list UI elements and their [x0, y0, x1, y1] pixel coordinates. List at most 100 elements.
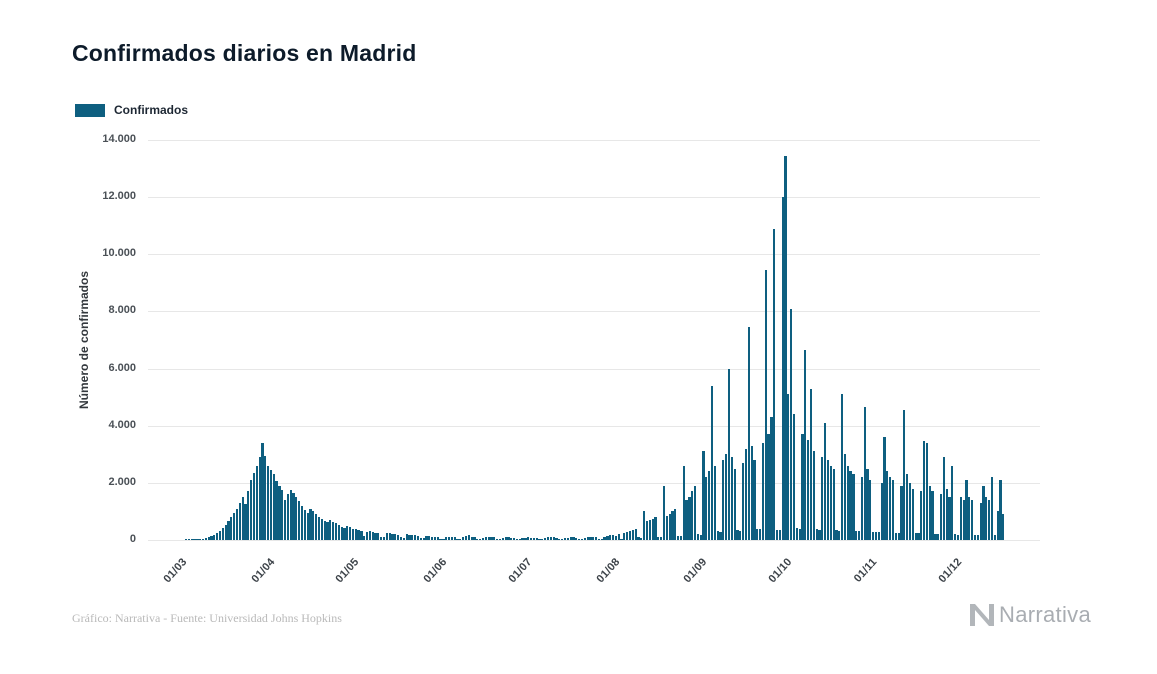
bar[interactable]	[999, 480, 1002, 540]
bar[interactable]	[216, 533, 219, 540]
bar[interactable]	[397, 534, 400, 540]
bar[interactable]	[702, 451, 705, 540]
bar[interactable]	[442, 538, 445, 540]
bar[interactable]	[224, 525, 227, 540]
bar[interactable]	[708, 471, 711, 540]
bar[interactable]	[982, 485, 985, 540]
bar[interactable]	[303, 510, 306, 540]
bar[interactable]	[337, 525, 340, 540]
bar[interactable]	[317, 516, 321, 540]
bar[interactable]	[501, 537, 504, 540]
bar[interactable]	[849, 471, 852, 540]
bar[interactable]	[190, 539, 193, 540]
bar[interactable]	[934, 533, 937, 540]
bar[interactable]	[651, 518, 654, 540]
bar[interactable]	[600, 539, 603, 540]
bar[interactable]	[185, 539, 188, 540]
bar[interactable]	[883, 437, 886, 540]
bar[interactable]	[727, 368, 731, 540]
bar[interactable]	[402, 537, 405, 540]
bar[interactable]	[778, 530, 781, 540]
bar[interactable]	[363, 535, 366, 540]
bar[interactable]	[841, 394, 844, 540]
bar[interactable]	[521, 538, 524, 540]
bar[interactable]	[227, 521, 230, 540]
bar[interactable]	[199, 539, 202, 540]
bar[interactable]	[829, 465, 832, 540]
bar[interactable]	[382, 537, 386, 540]
bar[interactable]	[334, 523, 338, 540]
bar[interactable]	[812, 451, 815, 540]
bar[interactable]	[869, 480, 872, 540]
bar[interactable]	[985, 497, 988, 540]
bar[interactable]	[956, 534, 960, 540]
bar[interactable]	[275, 481, 278, 540]
bar[interactable]	[405, 534, 408, 540]
bar[interactable]	[990, 477, 994, 540]
bar[interactable]	[679, 536, 683, 540]
bar[interactable]	[637, 537, 640, 540]
bar[interactable]	[742, 462, 745, 540]
bar[interactable]	[529, 537, 533, 540]
bar[interactable]	[524, 537, 527, 540]
bar[interactable]	[948, 497, 951, 540]
bar[interactable]	[510, 537, 513, 540]
bar[interactable]	[900, 485, 903, 540]
bar[interactable]	[923, 441, 926, 540]
bar[interactable]	[874, 532, 878, 540]
bar[interactable]	[354, 529, 357, 540]
bar[interactable]	[628, 530, 632, 540]
bar[interactable]	[781, 197, 784, 540]
bar[interactable]	[445, 536, 448, 540]
bar[interactable]	[326, 522, 329, 540]
bar[interactable]	[617, 534, 620, 540]
bar[interactable]	[561, 539, 564, 540]
bar[interactable]	[889, 477, 892, 540]
bar[interactable]	[860, 477, 863, 540]
bar[interactable]	[809, 388, 813, 540]
bar[interactable]	[411, 535, 414, 540]
bar[interactable]	[546, 537, 550, 540]
bar[interactable]	[589, 536, 592, 540]
bar[interactable]	[682, 465, 685, 540]
bar[interactable]	[487, 536, 490, 540]
bar[interactable]	[908, 482, 912, 540]
bar[interactable]	[447, 536, 451, 540]
bar[interactable]	[416, 535, 420, 540]
bar[interactable]	[1002, 514, 1005, 540]
bar[interactable]	[493, 537, 496, 540]
bar[interactable]	[264, 455, 267, 540]
bar[interactable]	[787, 394, 790, 540]
bar[interactable]	[835, 530, 838, 540]
bar[interactable]	[971, 500, 974, 540]
bar[interactable]	[640, 537, 643, 540]
bar[interactable]	[996, 511, 999, 540]
bar[interactable]	[380, 536, 383, 540]
bar[interactable]	[300, 505, 304, 540]
bar[interactable]	[699, 534, 702, 540]
bar[interactable]	[481, 537, 485, 540]
bar[interactable]	[278, 485, 281, 540]
bar[interactable]	[527, 537, 530, 540]
bar[interactable]	[643, 511, 646, 540]
bar[interactable]	[595, 537, 598, 540]
bar[interactable]	[730, 457, 733, 540]
bar[interactable]	[877, 532, 880, 540]
bar[interactable]	[391, 533, 394, 540]
bar[interactable]	[753, 460, 756, 540]
bar[interactable]	[549, 537, 552, 540]
bar[interactable]	[473, 537, 476, 540]
bar[interactable]	[631, 529, 634, 540]
bar[interactable]	[312, 511, 315, 540]
bar[interactable]	[767, 434, 770, 540]
bar[interactable]	[657, 536, 660, 540]
bar[interactable]	[764, 270, 767, 540]
bar[interactable]	[688, 497, 691, 540]
bar[interactable]	[897, 532, 900, 540]
bar[interactable]	[583, 538, 586, 540]
bar[interactable]	[586, 537, 589, 540]
bar[interactable]	[818, 529, 821, 540]
bar[interactable]	[693, 485, 697, 540]
bar[interactable]	[592, 536, 595, 540]
bar[interactable]	[855, 531, 858, 540]
